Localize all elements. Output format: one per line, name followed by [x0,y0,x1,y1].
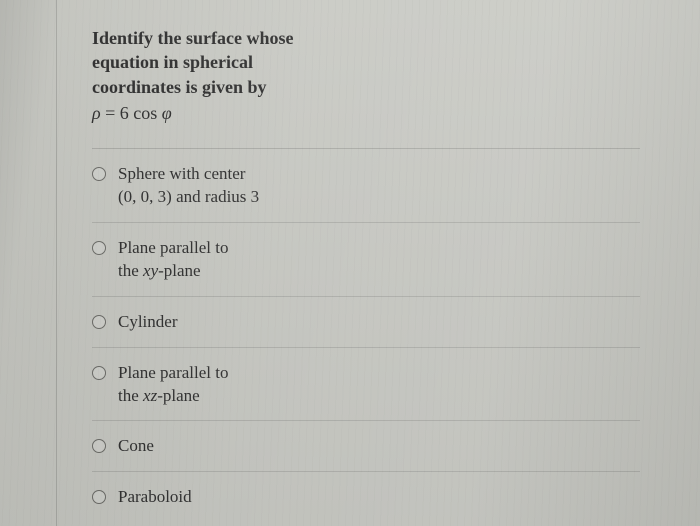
question-block: Identify the surface whose equation in s… [0,0,700,522]
answer-option[interactable]: Cylinder [92,296,640,347]
answer-option[interactable]: Paraboloid [92,471,640,522]
radio-icon[interactable] [92,366,106,380]
question-equation: ρ = 6 cos φ [92,103,640,124]
radio-icon[interactable] [92,439,106,453]
answer-option[interactable]: Plane parallel tothe xy-plane [92,222,640,296]
option-label: Cone [118,435,154,458]
radio-icon[interactable] [92,167,106,181]
answer-option[interactable]: Sphere with center(0, 0, 3) and radius 3 [92,149,640,222]
answer-option[interactable]: Cone [92,420,640,471]
question-line-3: coordinates is given by [92,77,267,97]
option-label: Plane parallel tothe xy-plane [118,237,228,283]
answer-options: Sphere with center(0, 0, 3) and radius 3… [92,148,640,522]
question-line-1: Identify the surface whose [92,28,293,48]
option-label: Sphere with center(0, 0, 3) and radius 3 [118,163,259,209]
option-label: Plane parallel tothe xz-plane [118,362,228,408]
option-label: Cylinder [118,311,178,334]
radio-icon[interactable] [92,490,106,504]
question-line-2: equation in spherical [92,52,253,72]
radio-icon[interactable] [92,241,106,255]
question-prompt: Identify the surface whose equation in s… [92,26,432,99]
answer-option[interactable]: Plane parallel tothe xz-plane [92,347,640,421]
radio-icon[interactable] [92,315,106,329]
option-label: Paraboloid [118,486,192,509]
